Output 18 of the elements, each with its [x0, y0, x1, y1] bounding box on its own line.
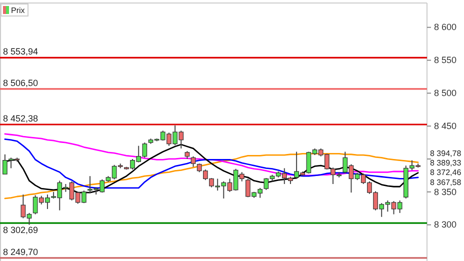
line-series [4, 153, 419, 200]
y-tick-label: 8 350 [434, 186, 457, 197]
text: 8 372,46 [430, 168, 462, 178]
ref-line-label: 8 553,94 [3, 46, 38, 57]
text: 8 389,33 [430, 158, 462, 168]
y-tick-label: 8 450 [434, 120, 457, 131]
legend-label: Prix [11, 6, 25, 15]
ref-line-label: 8 302,69 [3, 225, 38, 236]
y-tick-label: 8 550 [434, 55, 457, 66]
y-tick-label: 8 500 [434, 88, 457, 98]
ref-line-label: 8 506,50 [3, 78, 38, 88]
y-tick-label: 8 600 [434, 22, 457, 32]
candlestick [190, 156, 196, 168]
y-tick-label: 8 300 [434, 220, 457, 230]
ref-line-label: 8 249,70 [3, 246, 38, 257]
text: 8 394,78 [430, 149, 462, 158]
text: 8 367,58 [430, 178, 462, 187]
ref-line-label: 8 452,38 [3, 114, 38, 124]
